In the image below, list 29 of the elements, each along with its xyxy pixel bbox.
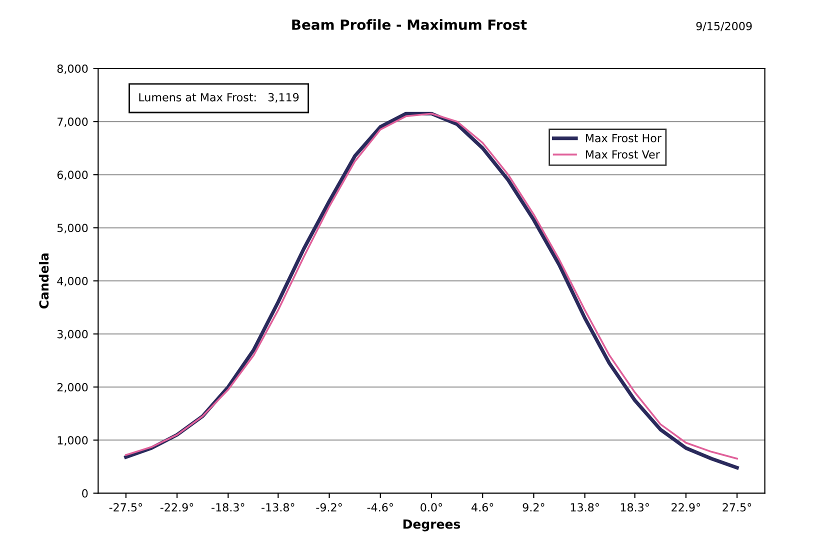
x-axis-title: Degrees [403,520,460,532]
x-tick-label: 4.6° [472,503,494,512]
y-tick-label: 4,000 [57,276,88,286]
x-tick-label: -27.5° [109,503,142,512]
y-tick-label: 8,000 [57,64,88,74]
y-tick-label: 2,000 [57,383,88,393]
y-tick-label: 1,000 [58,436,88,446]
x-tick-label: -22.9° [160,503,194,512]
legend-label: Max Frost Hor [586,134,662,142]
y-tick-label: 0 [82,489,88,498]
x-tick-label: -9.2° [316,503,342,512]
x-tick-label: -13.8° [262,503,294,512]
annotation: Lumens at Max Frost: 3,119 [139,93,299,103]
x-tick-label: 22.9° [672,503,700,512]
x-tick-label: -4.6° [367,503,393,512]
y-tick-label: 3,000 [57,330,88,340]
x-tick-label: 9.2° [522,503,544,512]
x-tick-label: 13.8° [570,503,599,512]
text: 9/15/2009 [696,22,752,32]
y-tick-label: 6,000 [57,170,88,180]
legend-label: Max Frost Ver [586,150,660,159]
chart-title: Beam Profile - Maximum Frost [292,19,527,30]
y-tick-label: 7,000 [58,118,88,128]
x-tick-label: -18.3° [212,503,244,512]
y-axis-title: Candela [38,254,49,309]
x-tick-label: 18.3° [620,503,649,512]
x-tick-label: 27.5° [722,503,752,512]
y-tick-label: 5,000 [57,224,88,234]
x-tick-label: 0.0° [420,503,442,512]
